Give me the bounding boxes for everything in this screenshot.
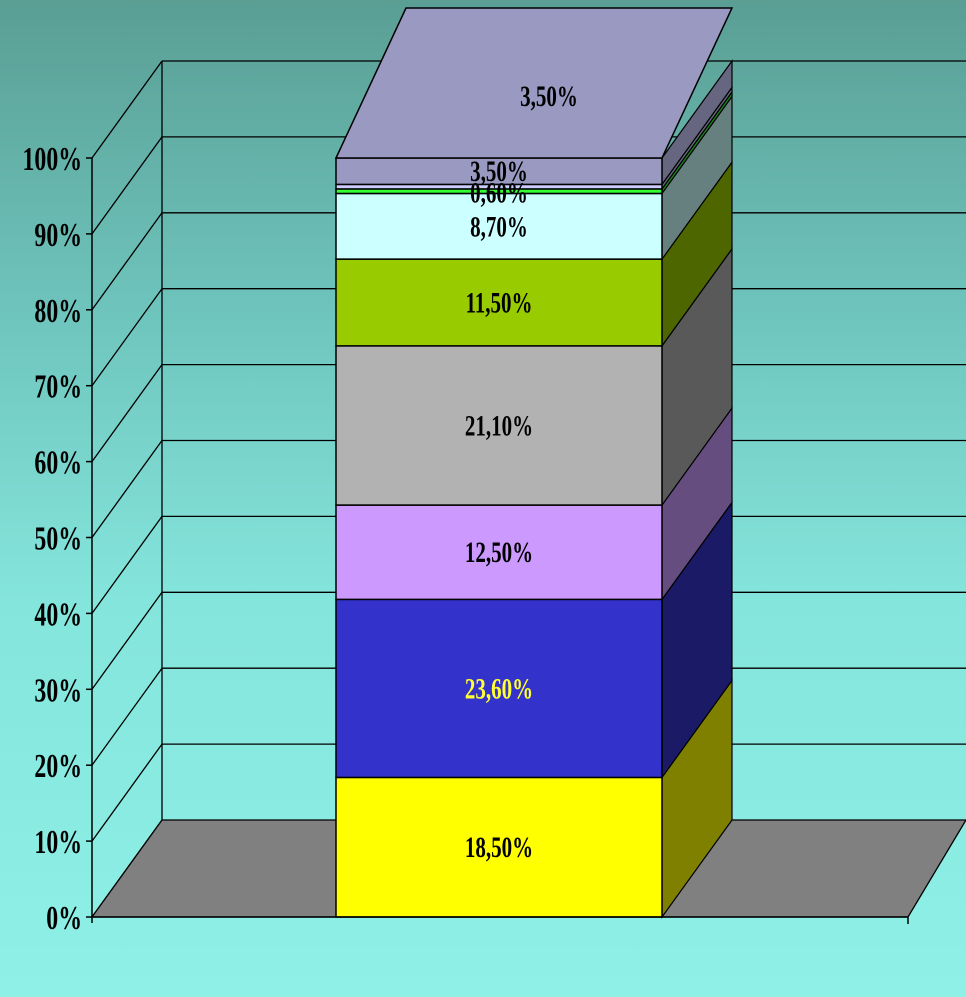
bar-segment [335,598,663,779]
bar-stack [334,7,734,919]
data-label: 0,60% [470,176,528,210]
data-label: 11,50% [465,286,532,320]
gridline-side [91,516,163,614]
y-tick-label: 10% [34,824,82,861]
data-label: 23,60% [465,672,533,706]
y-tick-label: 70% [34,369,82,406]
y-tick-label: 50% [34,521,82,558]
y-axis: 0% 10% 20% 30% 40% 50% 60% 70% 80% 90% 100% [23,141,909,937]
gridline-side [91,364,163,462]
y-tick-label: 100% [23,141,82,178]
gridline-side [91,136,163,235]
bar-segment [335,192,663,260]
data-label: 21,10% [465,409,533,443]
bar-top-face [334,7,734,159]
data-labels: 18,50% 23,60% 12,50% 21,10% 11,50% 8,70%0,60%… [465,79,578,864]
y-tick-label: 60% [34,445,82,482]
gridline-side [91,212,163,311]
y-tick-label: 80% [34,293,82,330]
gridline-side [91,440,163,538]
data-label: 12,50% [465,536,533,570]
y-tick-label: 0% [46,900,82,937]
bar-segment [335,504,663,601]
y-tick-label: 90% [34,217,82,254]
y-tick-label: 20% [34,748,82,785]
gridline-side [91,591,163,690]
gridline-side [91,60,163,159]
y-tick-label: 30% [34,672,82,709]
data-label: 8,70% [470,210,528,244]
gridline-side [91,743,163,842]
data-label: 18,50% [465,831,533,865]
data-label-top: 3,50% [520,79,578,113]
y-tick-label: 40% [34,596,82,633]
bar-segment [335,157,663,186]
gridline-side [91,667,163,766]
data-label: 3,50% [470,155,528,189]
bar-segment [335,258,663,347]
bar-segment [335,345,663,506]
gridline-side [91,288,163,387]
